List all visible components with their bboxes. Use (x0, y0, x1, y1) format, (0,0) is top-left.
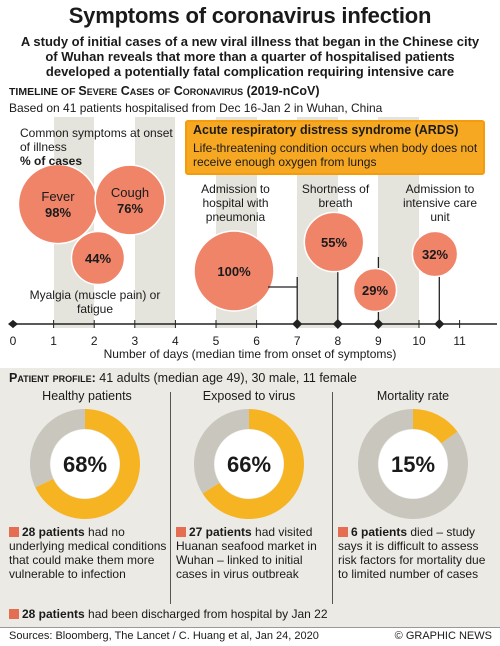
bubble-value: 100% (217, 264, 251, 279)
donut-segment (194, 409, 249, 494)
symptom-bubble (70, 230, 126, 286)
ards-box: Acute respiratory distress syndrome (ARD… (185, 120, 485, 175)
donut-segment (29, 409, 86, 488)
discharged-text: had been discharged from hospital by Jan… (84, 607, 328, 621)
donut-pct-mortality: 15% (390, 452, 436, 477)
pct-of-cases-label: % of cases (20, 154, 83, 168)
desc-mortality-bold: 6 patients (351, 525, 408, 539)
x-tick-label: 9 (375, 334, 382, 348)
timeline-heading: Timeline of Severe Cases of Coronavirus … (9, 84, 320, 98)
bubble-value: 98% (45, 205, 71, 220)
desc-exposed: 27 patients had visited Huanan seafood m… (176, 525, 330, 581)
admission-label: Admission to hospital with pneumonia (201, 182, 270, 224)
timeline-heading-caps: Severe Cases of Coronavirus (78, 84, 244, 98)
x-tick-label: 6 (253, 334, 260, 348)
footer: Sources: Bloomberg, The Lancet / C. Huan… (0, 627, 500, 646)
brand-text: © GRAPHIC NEWS (394, 630, 492, 642)
timeline-heading-prefix: Timeline of (9, 86, 79, 98)
bubble-value: 44% (85, 251, 111, 266)
common-symptoms-label: Common symptoms at onset of illness (20, 126, 173, 154)
x-tick-label: 7 (294, 334, 301, 348)
ards-title: Acute respiratory distress syndrome (ARD… (193, 123, 459, 137)
donut-hole (50, 429, 120, 499)
x-tick-label: 3 (131, 334, 138, 348)
page-subtitle: A study of initial cases of a new viral … (20, 34, 480, 79)
icu-label: Admission to intensive care unit (402, 182, 478, 224)
sources-text: Sources: Bloomberg, The Lancet / C. Huan… (9, 630, 319, 642)
donut-hole (378, 429, 448, 499)
donut-hole (214, 429, 284, 499)
col-head-mortality: Mortality rate (376, 389, 450, 403)
x-tick-label: 10 (412, 334, 426, 348)
timeline-based-on: Based on 41 patients hospitalised from D… (9, 101, 383, 115)
donut-segment (202, 409, 304, 519)
x-tick-label: 4 (172, 334, 179, 348)
desc-exposed-text: had visited Huanan seafood market in Wuh… (176, 525, 317, 581)
milestone-marker (434, 319, 445, 329)
symptom-bubble (352, 267, 398, 313)
donut-segment (35, 409, 140, 519)
bubble-value: 76% (117, 201, 143, 216)
bubble-label: Fever (41, 189, 75, 204)
profile-heading-rest: 41 adults (median age 49), 30 male, 11 f… (95, 371, 357, 385)
ards-description: Life-threatening condition occurs when b… (193, 141, 478, 169)
symptom-bubble (94, 164, 166, 236)
desc-healthy-bold: 28 patients (22, 525, 85, 539)
bubble-value: 55% (321, 235, 347, 250)
symptom-bubble (17, 163, 99, 245)
milestone-marker (373, 319, 384, 329)
bubble-value: 29% (362, 283, 388, 298)
shortness-label: Shortness of breath (301, 182, 370, 210)
bullet-square-icon (176, 527, 186, 537)
x-axis-label: Number of days (median time from onset o… (103, 347, 397, 361)
x-tick-label: 5 (213, 334, 220, 348)
x-tick-label: 2 (91, 334, 98, 348)
profile-heading-bold: Patient profile: (9, 371, 96, 385)
x-tick-label: 0 (10, 334, 17, 348)
desc-mortality: 6 patients died – study says it is diffi… (338, 525, 494, 581)
profile-heading: Patient profile: 41 adults (median age 4… (9, 371, 357, 385)
desc-exposed-bold: 27 patients (189, 525, 252, 539)
column-divider (332, 392, 333, 604)
x-tick-label: 8 (334, 334, 341, 348)
desc-mortality-text: died – study says it is difficult to ass… (338, 525, 486, 581)
bullet-square-icon (338, 527, 348, 537)
x-tick-label: 1 (50, 334, 57, 348)
bubble-label: Cough (111, 185, 149, 200)
col-head-healthy: Healthy patients (42, 389, 132, 403)
symptom-bubble (193, 230, 275, 312)
bullet-square-icon (9, 527, 19, 537)
x-tick-label: 11 (453, 334, 466, 348)
donut-charts (29, 409, 468, 519)
milestone-marker (332, 319, 343, 329)
symptom-bubble (411, 230, 459, 278)
donut-pct-exposed: 66% (226, 452, 272, 477)
milestone-marker (292, 319, 303, 329)
bullet-square-icon (9, 609, 19, 619)
discharged-note: 28 patients had been discharged from hos… (9, 607, 489, 621)
myalgia-label: Myalgia (muscle pain) or fatigue (29, 288, 161, 316)
donut-segment (413, 409, 458, 444)
symptom-bubble (303, 211, 365, 273)
bubble-value: 32% (422, 247, 448, 262)
col-head-exposed: Exposed to virus (202, 389, 296, 403)
desc-healthy: 28 patients had no underlying medical co… (9, 525, 167, 581)
desc-healthy-text: had no underlying medical conditions tha… (9, 525, 167, 581)
timeline-heading-suffix: (2019-nCoV) (243, 84, 320, 98)
column-divider (170, 392, 171, 604)
footer-rule (0, 627, 500, 628)
page-title: Symptoms of coronavirus infection (68, 3, 432, 28)
donut-segment (357, 409, 468, 519)
discharged-bold: 28 patients (22, 607, 85, 621)
donut-pct-healthy: 68% (62, 452, 108, 477)
